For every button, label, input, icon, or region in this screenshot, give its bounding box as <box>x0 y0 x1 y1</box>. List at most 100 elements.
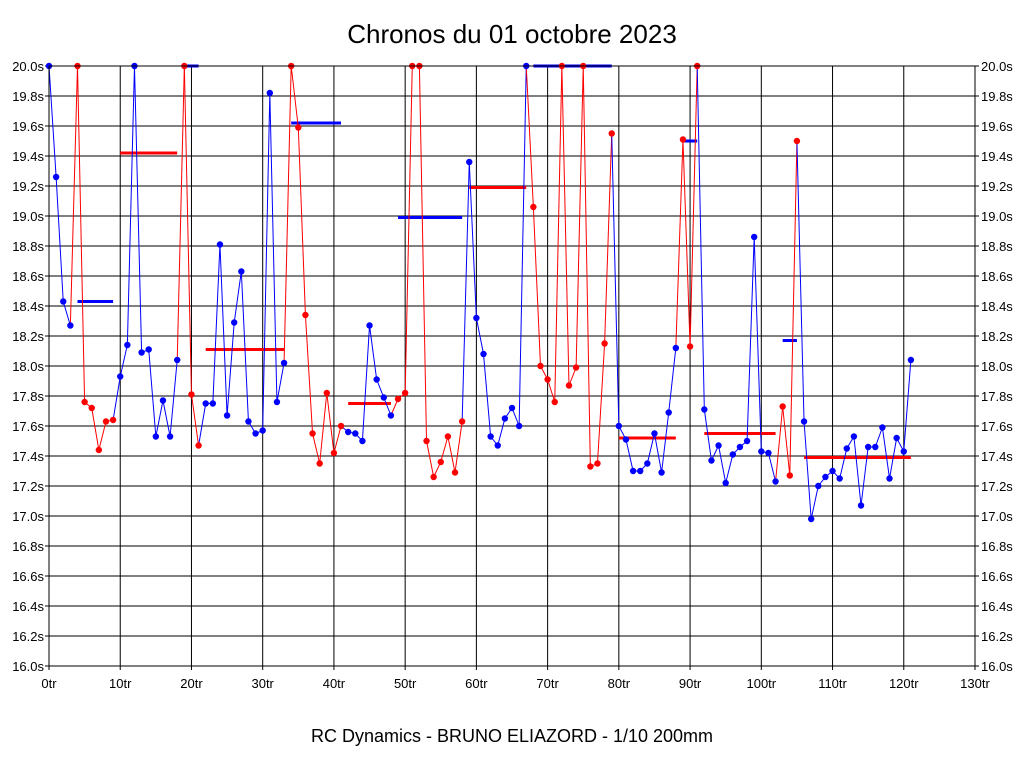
y-tick-label-right: 18.2s <box>981 329 1013 344</box>
lap-point <box>637 467 644 475</box>
lap-point <box>152 433 160 440</box>
y-tick-label-left: 19.2s <box>12 179 44 194</box>
lap-point <box>60 298 67 305</box>
lap-point <box>487 433 494 440</box>
lap-point <box>864 443 872 451</box>
y-tick-label-right: 19.4s <box>981 149 1013 164</box>
lap-point <box>551 398 558 406</box>
lap-point <box>174 356 181 364</box>
y-tick-label-right: 17.2s <box>981 479 1013 494</box>
lap-point <box>743 437 751 445</box>
lap-point <box>88 404 95 412</box>
y-tick-label-left: 17.6s <box>12 419 44 434</box>
lap-point <box>665 409 672 416</box>
y-tick-label-right: 16.2s <box>981 629 1013 644</box>
lap-point <box>95 446 103 454</box>
lap-point <box>715 442 722 449</box>
y-tick-label-right: 18.8s <box>981 239 1013 254</box>
lap-point <box>316 460 323 467</box>
lap-point <box>530 203 537 211</box>
lap-point <box>750 233 758 241</box>
lap-point <box>807 515 815 523</box>
lap-point <box>893 434 900 442</box>
series-segment <box>45 62 78 329</box>
series-line <box>290 65 342 464</box>
lap-point <box>508 404 516 412</box>
y-tick-label-left: 17.0s <box>12 509 44 524</box>
lap-point <box>480 350 487 358</box>
x-tick-label: 130tr <box>960 676 990 691</box>
lap-point <box>779 403 786 410</box>
lap-point <box>309 430 316 437</box>
lap-point <box>195 442 202 449</box>
lap-point <box>701 406 708 413</box>
y-tick-label-left: 16.4s <box>12 599 44 614</box>
lap-point <box>544 376 551 383</box>
y-tick-label-right: 18.4s <box>981 299 1013 314</box>
series-segment <box>74 62 121 454</box>
series-segment <box>181 62 207 449</box>
lap-point <box>102 418 110 425</box>
series-connector <box>283 65 292 364</box>
lap-point <box>209 400 217 407</box>
lap-point <box>473 314 480 322</box>
lap-point <box>672 344 680 352</box>
lap-point <box>857 502 865 509</box>
series-connector <box>675 139 684 349</box>
lap-point <box>651 430 658 437</box>
lap-point <box>679 136 687 143</box>
lap-point <box>266 89 274 97</box>
lap-point <box>644 460 651 467</box>
lap-point <box>81 398 88 406</box>
lap-point <box>608 130 615 137</box>
y-tick-label-right: 18.0s <box>981 359 1013 374</box>
lap-point <box>394 395 402 403</box>
lap-point <box>444 433 452 440</box>
x-tick-label: 20tr <box>180 676 203 691</box>
series-line <box>803 359 912 520</box>
lap-point <box>330 449 338 457</box>
series-segment <box>344 322 399 445</box>
lap-point <box>437 458 444 466</box>
y-tick-label-right: 18.6s <box>981 269 1013 284</box>
lap-point <box>273 398 281 406</box>
lap-point <box>786 472 793 479</box>
x-tick-label: 90tr <box>679 676 702 691</box>
lap-point <box>166 433 174 440</box>
lap-point <box>145 346 152 353</box>
y-tick-label-left: 17.2s <box>12 479 44 494</box>
chart-title: Chronos du 01 octobre 2023 <box>347 19 677 49</box>
lap-point <box>451 469 459 476</box>
x-tick-label: 40tr <box>323 676 346 691</box>
y-tick-label-right: 16.0s <box>981 659 1013 674</box>
lap-point <box>886 475 893 482</box>
lap-point <box>252 430 259 437</box>
lap-point <box>430 473 437 481</box>
lap-point <box>344 428 352 436</box>
lap-point <box>373 376 380 383</box>
y-tick-label-left: 19.6s <box>12 119 44 134</box>
lap-point <box>537 362 544 370</box>
lap-point <box>772 478 779 485</box>
series-segment <box>779 137 805 479</box>
y-tick-label-right: 19.6s <box>981 119 1013 134</box>
lap-point <box>822 473 829 481</box>
lap-point <box>907 356 915 364</box>
y-tick-label-left: 16.2s <box>12 629 44 644</box>
lap-point <box>380 394 387 401</box>
lap-point <box>302 311 309 319</box>
y-tick-label-left: 18.6s <box>12 269 44 284</box>
lap-point <box>629 467 637 475</box>
lap-point <box>109 416 117 424</box>
y-tick-label-right: 16.4s <box>981 599 1013 614</box>
plot-frame <box>48 65 976 667</box>
y-tick-label-left: 19.4s <box>12 149 44 164</box>
series-line <box>48 65 71 326</box>
y-tick-label-left: 19.8s <box>12 89 44 104</box>
lap-point <box>829 467 836 475</box>
series-segment <box>800 356 915 523</box>
lap-point <box>736 443 744 451</box>
lap-point <box>872 443 879 451</box>
lap-point <box>615 422 623 430</box>
